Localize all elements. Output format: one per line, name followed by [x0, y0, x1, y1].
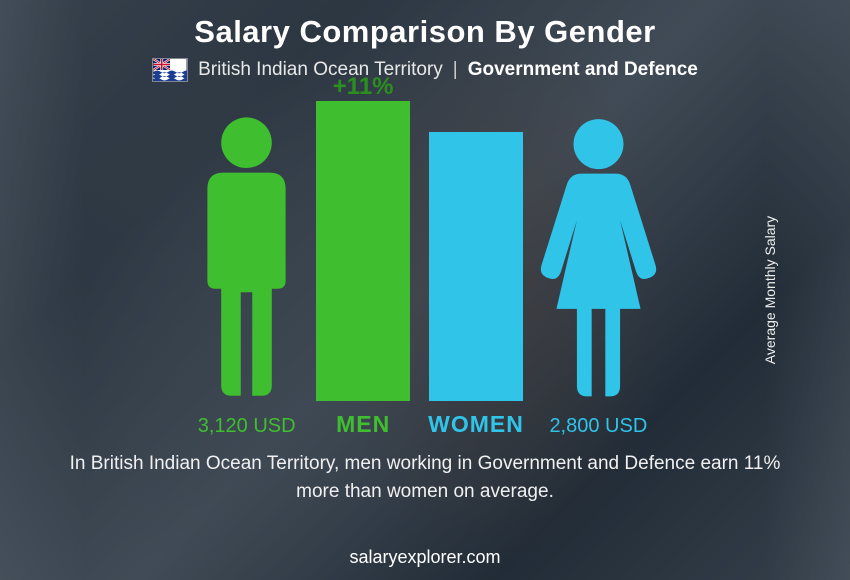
women-bar: [429, 132, 523, 401]
infographic-content: Salary Comparison By Gender British Indi…: [0, 0, 850, 580]
diff-pct-label: +11%: [333, 73, 394, 101]
description-text: In British Indian Ocean Territory, men w…: [60, 450, 790, 505]
subtitle-row: British Indian Ocean Territory | Governm…: [0, 58, 850, 82]
sector-label: Government and Defence: [468, 59, 698, 81]
women-bar-label: WOMEN: [428, 411, 524, 438]
women-bar-col: WOMEN: [428, 132, 524, 438]
man-icon: [189, 115, 304, 405]
footer-credit: salaryexplorer.com: [0, 547, 850, 568]
chart-area: 3,120 USD +11% MEN WOMEN: [0, 98, 850, 438]
women-group: WOMEN 2,800 USD: [428, 115, 661, 438]
men-bar-label: MEN: [336, 411, 390, 438]
page-title: Salary Comparison By Gender: [0, 0, 850, 50]
men-salary: 3,120 USD: [198, 415, 296, 438]
women-salary: 2,800 USD: [549, 415, 647, 438]
separator: |: [453, 59, 458, 81]
men-bar-col: +11% MEN: [316, 101, 410, 438]
woman-icon: [536, 115, 661, 405]
flag-icon: [152, 58, 188, 82]
men-group: 3,120 USD +11% MEN: [189, 101, 410, 438]
country-label: British Indian Ocean Territory: [198, 59, 443, 81]
men-icon-col: 3,120 USD: [189, 115, 304, 438]
women-icon-col: 2,800 USD: [536, 115, 661, 438]
men-bar: +11%: [316, 101, 410, 401]
